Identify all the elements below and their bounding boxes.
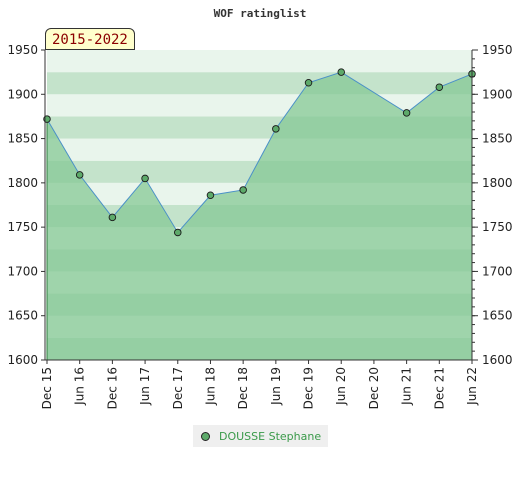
y-tick-label-right: 1650 [482,309,513,323]
grid-band [47,72,472,95]
y-tick-label: 1800 [7,176,38,190]
y-tick-label: 1650 [7,309,38,323]
x-tick-label: Dec 15 [40,367,54,409]
x-tick-label: Jun 20 [334,367,348,406]
data-point [239,186,247,194]
data-point [337,68,345,76]
axes: 1600 1600 1650 1650 1700 1700 1750 1750 1800 1800… [7,43,512,409]
x-tick-label: Dec 20 [367,367,381,409]
data-point [206,191,215,200]
y-tick-label-right: 1600 [482,353,513,367]
y-tick-label: 1850 [7,132,38,146]
y-tick-label: 1900 [7,87,38,101]
data-point [141,174,149,183]
series-area [47,72,472,361]
x-tick-label: Dec 19 [302,367,316,409]
y-tick-label: 1700 [7,264,38,278]
y-tick-label-right: 1900 [482,87,513,101]
data-point [304,79,313,87]
legend-marker-icon [201,431,210,441]
data-point [402,109,411,117]
legend[interactable]: DOUSSE Stephane [193,425,328,447]
x-tick-label: Jun 22 [465,367,479,406]
data-point [174,228,182,237]
x-tick-label: Jun 18 [203,367,217,406]
data-point [272,125,280,133]
x-tick-label: Jun 16 [73,367,87,406]
y-tick-label-right: 1950 [482,43,513,57]
y-tick-label-right: 1850 [482,132,513,146]
period-label: 2015-2022 [45,28,135,50]
grid-band [47,50,472,73]
data-point [108,213,117,222]
x-tick-label: Jun 19 [269,367,283,406]
x-tick-label: Dec 21 [432,367,446,409]
x-tick-label: Dec 17 [171,367,185,409]
y-tick-label: 1600 [7,353,38,367]
y-tick-label: 1750 [7,220,38,234]
x-tick-label: Jun 21 [400,367,414,406]
y-tick-label-right: 1700 [482,264,513,278]
y-tick-label-right: 1800 [482,176,513,190]
y-tick-label: 1950 [7,43,38,57]
y-tick-label-right: 1750 [482,220,513,234]
data-point [435,83,444,91]
x-tick-label: Jun 17 [138,367,152,406]
legend-label: DOUSSE Stephane [219,429,322,443]
chart-title: WOF ratinglist [214,7,307,20]
x-tick-label: Dec 16 [105,367,119,409]
x-tick-label: Dec 18 [236,367,250,409]
data-points [43,68,476,237]
data-point [75,171,84,179]
